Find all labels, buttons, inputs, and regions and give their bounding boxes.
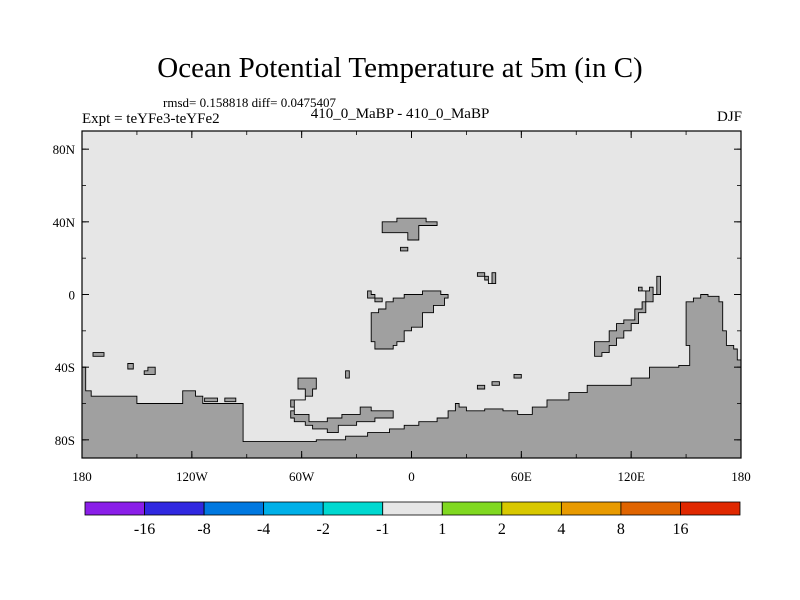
x-tick-label: 120E [617, 469, 645, 484]
colorbar-box [263, 501, 324, 516]
land-europe [381, 217, 438, 241]
colorbar-box [501, 501, 562, 516]
y-tick-label: 80N [53, 142, 76, 157]
colorbar-label: -8 [197, 521, 210, 538]
land-arabia-bits [476, 272, 497, 285]
x-tick-label: 180 [72, 469, 92, 484]
land-island-4 [204, 397, 218, 403]
land-island-5 [224, 397, 237, 403]
colorbar-label: 16 [672, 521, 688, 538]
colorbar-label: 2 [498, 521, 506, 538]
land-island-3 [143, 366, 156, 375]
land-north-africa-bits [367, 290, 383, 303]
colorbar-box [144, 501, 205, 516]
colorbar: -16 -8 -4 -2 -1 1 2 4 8 16 [84, 501, 741, 538]
colorbar-box [382, 501, 443, 516]
colorbar-label: -1 [376, 521, 389, 538]
expt-name: 410_0_MaBP - 410_0_MaBP [310, 106, 490, 122]
land-island-6 [345, 370, 350, 379]
colorbar-box [560, 501, 622, 516]
x-tick-label: 0 [408, 469, 415, 484]
season-label: DJF [716, 109, 742, 125]
map-layer [82, 131, 741, 458]
axis-layer: 180 120W 60W 0 60E 120E 180 80N 40N 0 40S 80S [53, 130, 751, 484]
colorbar-label: -16 [134, 521, 155, 538]
colorbar-label: 4 [557, 521, 565, 538]
colorbar-label: 1 [438, 521, 446, 538]
land-island-8 [491, 381, 500, 386]
x-tick-label: 60E [511, 469, 532, 484]
land-africa [370, 290, 449, 350]
land-island-7 [476, 384, 486, 390]
colorbar-label: 8 [617, 521, 625, 538]
colorbar-label: -4 [257, 521, 270, 538]
x-tick-label: 120W [176, 469, 209, 484]
colorbar-box [203, 501, 265, 516]
y-tick-label: 0 [69, 288, 76, 303]
land-europe-islet [400, 246, 409, 252]
colorbar-box [441, 501, 503, 516]
colorbar-box [322, 501, 384, 516]
land-island-2 [127, 363, 134, 370]
chart-title: Ocean Potential Temperature at 5m (in C) [157, 52, 643, 84]
land-india-bits [594, 275, 661, 357]
x-tick-label: 60W [289, 469, 315, 484]
y-tick-label: 40N [53, 215, 76, 230]
land-island-1 [92, 352, 105, 357]
colorbar-box [620, 501, 681, 516]
colorbar-label: -2 [317, 521, 330, 538]
y-tick-label: 40S [55, 360, 75, 375]
land-antarctica [82, 294, 741, 458]
stats-label: rmsd= 0.158818 diff= 0.0475407 [163, 95, 336, 110]
expt-label: Expt = teYFe3-teYFe2 [82, 111, 220, 127]
colorbar-box [84, 501, 145, 516]
colorbar-box [680, 501, 741, 516]
land-south-america [290, 377, 394, 434]
land-island-9 [513, 373, 522, 379]
x-tick-label: 180 [731, 469, 751, 484]
y-tick-label: 80S [55, 433, 75, 448]
